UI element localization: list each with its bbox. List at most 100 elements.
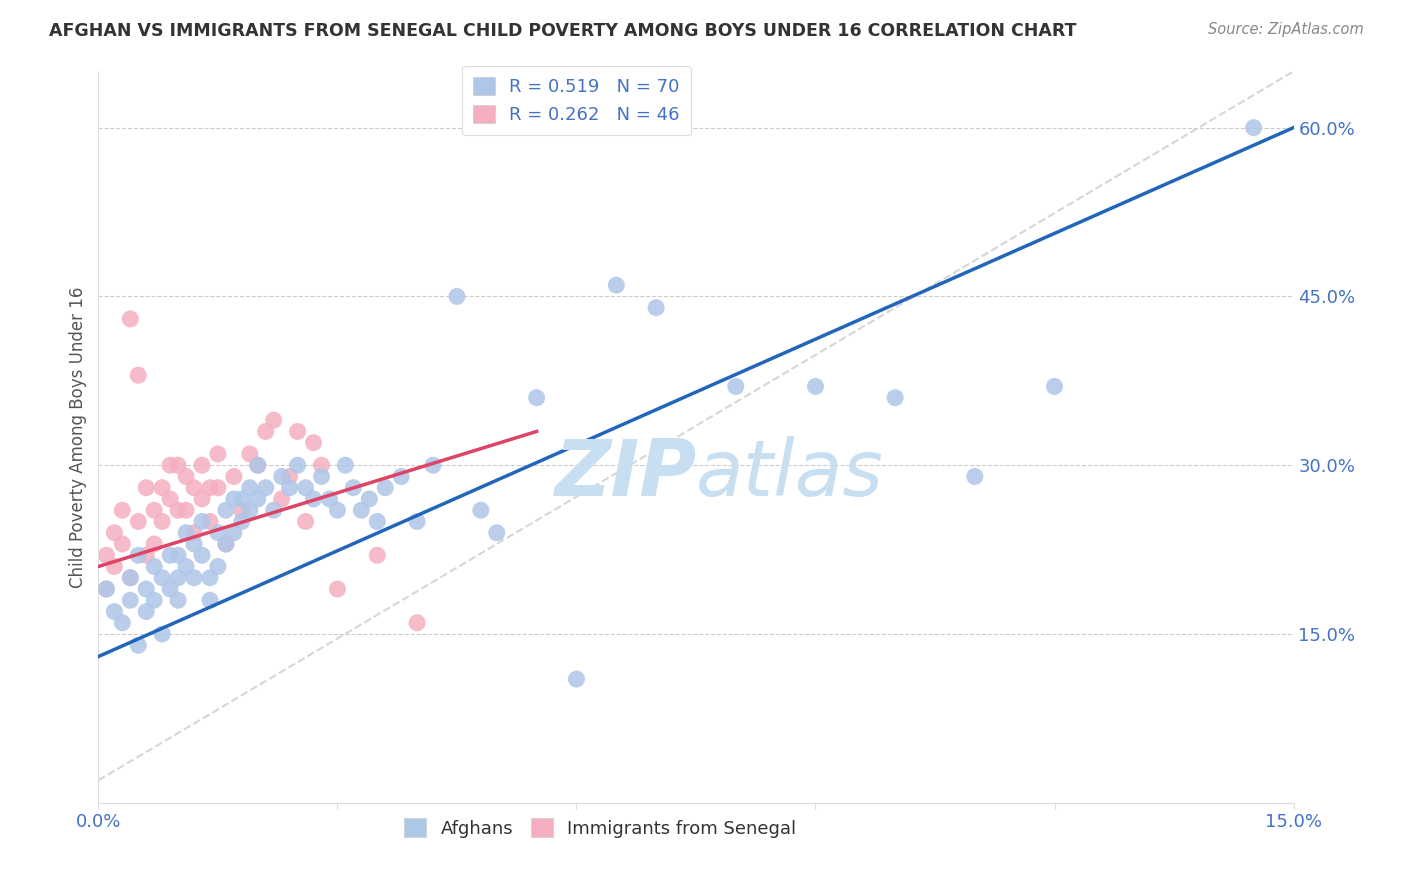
- Point: [724, 379, 747, 393]
- Point: [135, 548, 157, 562]
- Point: [342, 481, 364, 495]
- Point: [222, 469, 245, 483]
- Point: [222, 525, 245, 540]
- Point: [374, 481, 396, 495]
- Point: [174, 525, 197, 540]
- Point: [215, 503, 238, 517]
- Point: [150, 571, 173, 585]
- Point: [1243, 120, 1265, 135]
- Point: [215, 537, 238, 551]
- Point: [103, 559, 125, 574]
- Point: [350, 503, 373, 517]
- Point: [167, 458, 190, 473]
- Point: [565, 672, 588, 686]
- Point: [207, 559, 229, 574]
- Point: [150, 627, 173, 641]
- Point: [605, 278, 627, 293]
- Point: [167, 503, 190, 517]
- Point: [167, 548, 190, 562]
- Point: [120, 571, 142, 585]
- Point: [335, 458, 357, 473]
- Point: [311, 458, 333, 473]
- Point: [183, 537, 205, 551]
- Point: [231, 491, 253, 506]
- Point: [191, 491, 214, 506]
- Point: [1043, 379, 1066, 393]
- Point: [159, 491, 181, 506]
- Point: [406, 615, 429, 630]
- Point: [103, 525, 125, 540]
- Point: [167, 571, 190, 585]
- Point: [127, 515, 149, 529]
- Point: [422, 458, 444, 473]
- Point: [159, 458, 181, 473]
- Point: [111, 615, 134, 630]
- Point: [207, 481, 229, 495]
- Point: [111, 537, 134, 551]
- Point: [246, 458, 269, 473]
- Point: [246, 458, 269, 473]
- Point: [446, 289, 468, 303]
- Point: [804, 379, 827, 393]
- Y-axis label: Child Poverty Among Boys Under 16: Child Poverty Among Boys Under 16: [69, 286, 87, 588]
- Point: [198, 571, 221, 585]
- Point: [183, 525, 205, 540]
- Point: [359, 491, 381, 506]
- Point: [120, 571, 142, 585]
- Point: [183, 481, 205, 495]
- Point: [311, 469, 333, 483]
- Point: [198, 515, 221, 529]
- Point: [96, 582, 118, 596]
- Point: [127, 368, 149, 383]
- Point: [120, 312, 142, 326]
- Point: [222, 491, 245, 506]
- Text: atlas: atlas: [696, 435, 884, 512]
- Point: [150, 515, 173, 529]
- Point: [239, 447, 262, 461]
- Point: [318, 491, 340, 506]
- Point: [263, 413, 285, 427]
- Point: [159, 582, 181, 596]
- Point: [485, 525, 508, 540]
- Point: [96, 582, 118, 596]
- Point: [143, 559, 166, 574]
- Point: [111, 503, 134, 517]
- Point: [127, 638, 149, 652]
- Point: [198, 481, 221, 495]
- Point: [254, 425, 277, 439]
- Point: [389, 469, 412, 483]
- Point: [287, 458, 309, 473]
- Point: [120, 593, 142, 607]
- Point: [231, 503, 253, 517]
- Point: [174, 469, 197, 483]
- Point: [231, 515, 253, 529]
- Point: [278, 481, 301, 495]
- Point: [470, 503, 492, 517]
- Point: [191, 548, 214, 562]
- Point: [191, 458, 214, 473]
- Point: [278, 469, 301, 483]
- Point: [239, 503, 262, 517]
- Point: [191, 515, 214, 529]
- Point: [326, 582, 349, 596]
- Point: [254, 481, 277, 495]
- Point: [263, 503, 285, 517]
- Point: [198, 593, 221, 607]
- Point: [406, 515, 429, 529]
- Point: [302, 435, 325, 450]
- Point: [135, 481, 157, 495]
- Point: [127, 548, 149, 562]
- Point: [150, 481, 173, 495]
- Point: [270, 491, 292, 506]
- Point: [159, 548, 181, 562]
- Text: Source: ZipAtlas.com: Source: ZipAtlas.com: [1208, 22, 1364, 37]
- Point: [174, 559, 197, 574]
- Point: [884, 391, 907, 405]
- Point: [526, 391, 548, 405]
- Point: [135, 605, 157, 619]
- Point: [239, 481, 262, 495]
- Point: [963, 469, 986, 483]
- Point: [270, 469, 292, 483]
- Text: AFGHAN VS IMMIGRANTS FROM SENEGAL CHILD POVERTY AMONG BOYS UNDER 16 CORRELATION : AFGHAN VS IMMIGRANTS FROM SENEGAL CHILD …: [49, 22, 1077, 40]
- Point: [167, 593, 190, 607]
